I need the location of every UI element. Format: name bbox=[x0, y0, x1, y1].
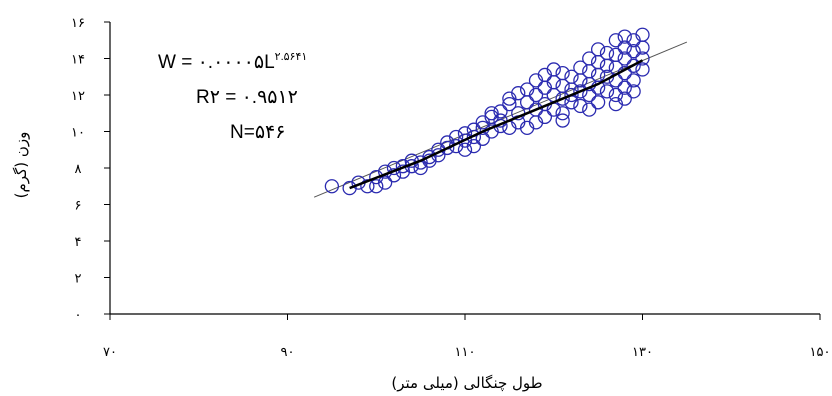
y-tick-label: ۱۲ bbox=[71, 89, 85, 104]
data-point bbox=[555, 113, 570, 128]
regression-curve bbox=[349, 59, 644, 190]
y-tick-label: ۱۶ bbox=[71, 16, 85, 31]
n-annotation: N=۵۴۶ bbox=[230, 122, 285, 143]
y-axis-title: وزن (گرم) bbox=[12, 132, 30, 199]
data-point bbox=[617, 91, 632, 106]
data-point bbox=[635, 62, 650, 77]
data-point bbox=[617, 29, 632, 44]
data-point bbox=[422, 149, 437, 165]
x-tick-label: ۱۱۰ bbox=[455, 345, 476, 360]
x-tick-label: ۷۰ bbox=[103, 345, 117, 360]
data-points bbox=[324, 27, 650, 196]
data-point bbox=[626, 44, 641, 59]
data-point bbox=[573, 73, 588, 88]
data-point bbox=[573, 84, 588, 99]
equation-annotation: W = ۰.۰۰۰۰۵L۲.۵۶۴۱ bbox=[158, 51, 307, 73]
y-tick-label: ۰ bbox=[75, 308, 82, 323]
x-axis-ticks: ۷۰ ۹۰ ۱۱۰ ۱۳۰ ۱۵۰ bbox=[103, 314, 830, 360]
x-tick-label: ۱۳۰ bbox=[632, 345, 653, 360]
data-point bbox=[369, 179, 384, 194]
y-tick-label: ۱۰ bbox=[71, 126, 85, 141]
data-point bbox=[511, 86, 526, 101]
data-point bbox=[440, 140, 455, 156]
y-tick-label: ۲ bbox=[75, 272, 82, 287]
y-axis-ticks: ۰ ۲ ۴ ۶ ۸ ۱۰ ۱۲ ۱۴ ۱۶ bbox=[71, 16, 110, 323]
data-point bbox=[626, 58, 641, 73]
data-point bbox=[599, 45, 615, 61]
data-point bbox=[626, 84, 641, 99]
x-tick-label: ۹۰ bbox=[281, 345, 295, 360]
data-point bbox=[608, 33, 624, 48]
data-point bbox=[582, 102, 597, 117]
data-point bbox=[617, 80, 632, 95]
data-point bbox=[573, 98, 588, 114]
data-point bbox=[519, 95, 535, 110]
y-tick-label: ۶ bbox=[75, 199, 82, 214]
data-point bbox=[599, 84, 615, 99]
data-point bbox=[502, 96, 517, 112]
data-point bbox=[528, 87, 544, 103]
data-point bbox=[608, 87, 624, 103]
y-tick-label: ۱۴ bbox=[71, 53, 85, 68]
x-axis-title: طول چنگالی (میلی متر) bbox=[391, 374, 542, 392]
data-point bbox=[537, 109, 553, 125]
data-point bbox=[555, 106, 570, 121]
data-point bbox=[377, 175, 393, 190]
data-point bbox=[546, 62, 561, 77]
data-point bbox=[564, 87, 579, 103]
data-point bbox=[555, 65, 570, 81]
data-point bbox=[466, 138, 482, 154]
equation-base: W = ۰.۰۰۰۰۵L bbox=[158, 52, 275, 73]
equation-exponent: ۲.۵۶۴۱ bbox=[275, 51, 308, 63]
data-point bbox=[590, 95, 606, 110]
data-point bbox=[466, 129, 482, 145]
data-point bbox=[617, 40, 632, 55]
data-point bbox=[493, 104, 508, 119]
data-point bbox=[590, 42, 606, 57]
data-point bbox=[564, 69, 579, 84]
data-point bbox=[360, 179, 375, 194]
data-point bbox=[617, 51, 632, 66]
data-point bbox=[608, 47, 624, 62]
r-squared-annotation: R۲ = ۰.۹۵۱۲ bbox=[196, 87, 298, 108]
y-tick-label: ۴ bbox=[75, 235, 82, 250]
y-tick-label: ۸ bbox=[75, 162, 82, 177]
data-point bbox=[635, 51, 650, 66]
data-point bbox=[484, 106, 499, 121]
data-point bbox=[324, 179, 340, 194]
data-point bbox=[386, 168, 402, 183]
data-point bbox=[626, 73, 641, 88]
data-point bbox=[635, 27, 650, 42]
x-tick-label: ۱۵۰ bbox=[810, 345, 831, 360]
data-point bbox=[582, 51, 597, 66]
data-point bbox=[457, 142, 473, 157]
